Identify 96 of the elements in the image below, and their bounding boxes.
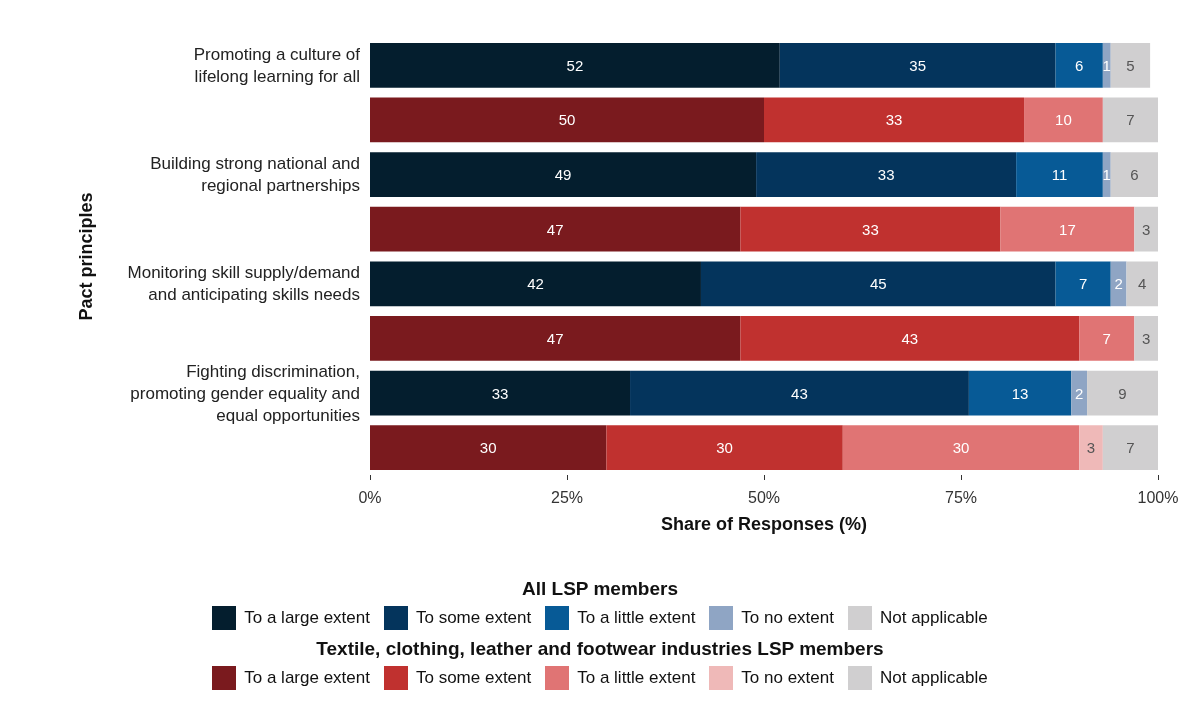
data-label: 4: [1138, 275, 1147, 293]
y-tick-label: Promoting a culture of lifelong learning for all: [193, 44, 361, 86]
x-tick-label: 0%: [358, 488, 382, 506]
bar: [370, 425, 607, 471]
bar: [1087, 370, 1158, 416]
data-label: 17: [1059, 220, 1076, 238]
bar: [1024, 97, 1103, 143]
data-label: 3: [1086, 439, 1096, 457]
legend-label: To no extent: [741, 668, 834, 688]
bar: [1102, 97, 1158, 143]
data-label: 35: [909, 56, 926, 74]
data-label: 47: [546, 329, 564, 347]
data-label: 10: [1055, 111, 1072, 129]
bar: [370, 316, 741, 361]
bar: [1102, 152, 1111, 197]
bar: [630, 370, 969, 416]
legend-label: To a little extent: [577, 668, 696, 688]
bar: [1055, 42, 1103, 88]
y-tick-label: Monitoring skill supply/demand and anticipating skills needs: [127, 263, 360, 305]
data-label: 33: [877, 166, 895, 184]
bar: [1134, 316, 1158, 361]
bar: [370, 261, 701, 307]
data-label: 45: [869, 275, 887, 293]
legend-label: To some extent: [415, 668, 532, 688]
data-label: 5: [1126, 56, 1135, 74]
x-axis-title: Share of Responses (%): [660, 514, 868, 534]
bar: [1000, 206, 1135, 252]
bar: [779, 42, 1056, 88]
legend-label: Not applicable: [879, 668, 988, 688]
bar: [700, 261, 1056, 307]
bar: [606, 425, 843, 471]
data-label: 52: [566, 56, 584, 74]
data-label: 50: [558, 111, 576, 129]
bar: [764, 97, 1025, 143]
data-label: 6: [1075, 56, 1084, 74]
bar: [968, 370, 1072, 416]
bar: [740, 206, 1001, 252]
y-tick-label: Building strong national and regional partnerships: [150, 154, 360, 196]
x-tick-label: 50%: [747, 488, 781, 506]
data-label: 1: [1102, 166, 1111, 184]
bar: [1016, 152, 1103, 197]
data-label: 11: [1051, 166, 1068, 184]
legend-label: To a little extent: [577, 608, 696, 628]
bar: [370, 42, 780, 88]
data-label: 13: [1011, 384, 1029, 402]
bar: [1071, 370, 1088, 416]
data-label: 47: [546, 220, 564, 238]
data-label: 2: [1075, 384, 1084, 402]
bar: [1134, 206, 1158, 252]
y-tick-label: Fighting discrimination, promoting gender equality and equal opportunities: [130, 361, 360, 425]
bar: [370, 370, 631, 416]
data-label: 33: [862, 220, 879, 238]
bar: [1079, 316, 1135, 361]
data-label: 33: [885, 111, 903, 129]
data-label: 42: [527, 275, 544, 293]
data-label: 1: [1102, 56, 1111, 74]
data-label: 30: [479, 439, 497, 457]
bar: [756, 152, 1017, 197]
data-label: 43: [791, 384, 808, 402]
data-label: 6: [1130, 166, 1139, 184]
legend-label: To a large extent: [244, 668, 370, 688]
bar: [1126, 261, 1158, 307]
bar: [370, 206, 741, 252]
bar: [1079, 425, 1103, 471]
x-tick-label: 100%: [1137, 488, 1179, 506]
bar: [370, 152, 757, 197]
bar: [1055, 261, 1111, 307]
data-label: 33: [491, 384, 509, 402]
bar: [842, 425, 1080, 471]
data-label: 3: [1142, 220, 1151, 238]
x-tick-label: 25%: [550, 488, 584, 506]
bar: [370, 97, 764, 143]
legend-label: To a large extent: [244, 608, 370, 628]
data-label: 43: [901, 329, 919, 347]
data-label: 2: [1114, 275, 1123, 293]
bar: [1102, 425, 1158, 471]
data-label: 7: [1126, 111, 1135, 129]
legend-label: Not applicable: [879, 608, 988, 628]
bar: [1110, 42, 1151, 88]
legend-label: To some extent: [415, 608, 532, 628]
data-label: 30: [716, 439, 733, 457]
text: All LSP members: [522, 578, 678, 599]
bar: [1102, 42, 1111, 88]
bar: [1110, 152, 1158, 197]
y-axis-title: Pact principles: [76, 192, 96, 321]
bar: [740, 316, 1080, 361]
x-tick-label: 75%: [944, 488, 978, 506]
data-label: 7: [1078, 275, 1088, 293]
data-label: 49: [554, 166, 572, 184]
data-label: 7: [1102, 329, 1111, 347]
data-label: 7: [1126, 439, 1135, 457]
data-label: 9: [1118, 384, 1127, 402]
data-label: 30: [952, 439, 970, 457]
data-label: 3: [1142, 329, 1151, 347]
legend-label: To no extent: [741, 608, 834, 628]
text: Textile, clothing, leather and footwear industries LSP members: [316, 638, 884, 659]
